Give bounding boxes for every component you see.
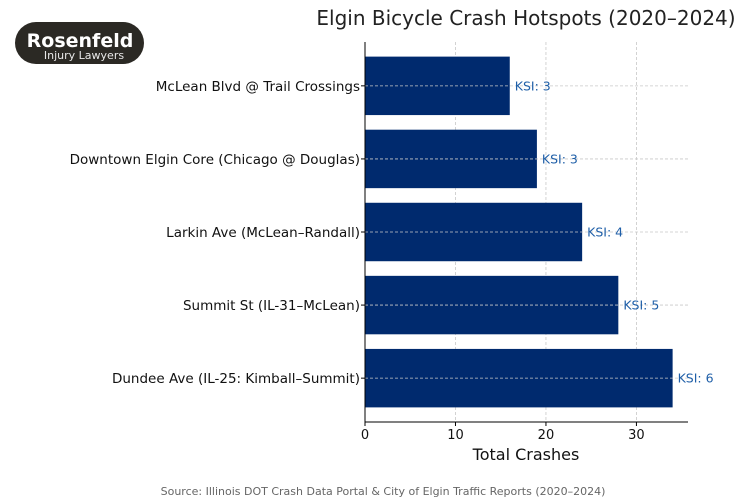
data-label: KSI: 5: [623, 298, 659, 313]
x-tick-label: 10: [447, 428, 464, 443]
x-axis-label: Total Crashes: [472, 445, 580, 464]
svg-text:Rosenfeld: Rosenfeld: [27, 30, 134, 52]
y-tick-label: Summit St (IL-31–McLean): [183, 298, 360, 314]
y-tick-label: Dundee Ave (IL-25: Kimball–Summit): [112, 371, 360, 387]
source-note: Source: Illinois DOT Crash Data Portal &…: [161, 485, 606, 498]
svg-text:Injury Lawyers: Injury Lawyers: [44, 49, 124, 62]
data-label: KSI: 3: [515, 78, 551, 93]
logo: Rosenfeld Injury Lawyers: [15, 22, 144, 64]
axes: 0 10 20 30: [361, 42, 688, 443]
y-tick-label: McLean Blvd @ Trail Crossings: [156, 79, 360, 95]
hgrid: [365, 85, 688, 379]
y-tick-label: Downtown Elgin Core (Chicago @ Douglas): [70, 152, 360, 168]
y-tick-label: Larkin Ave (McLean–Randall): [166, 225, 360, 241]
data-label: KSI: 6: [678, 371, 714, 386]
x-tick-label: 30: [628, 428, 645, 443]
data-label: KSI: 3: [542, 151, 578, 166]
labels: Dundee Ave (IL-25: Kimball–Summit) KSI: 6…: [70, 78, 714, 387]
chart-title: Elgin Bicycle Crash Hotspots (2020–2024): [316, 6, 735, 30]
x-tick-label: 0: [361, 428, 369, 443]
x-tick-label: 20: [538, 428, 555, 443]
data-label: KSI: 4: [587, 225, 623, 240]
